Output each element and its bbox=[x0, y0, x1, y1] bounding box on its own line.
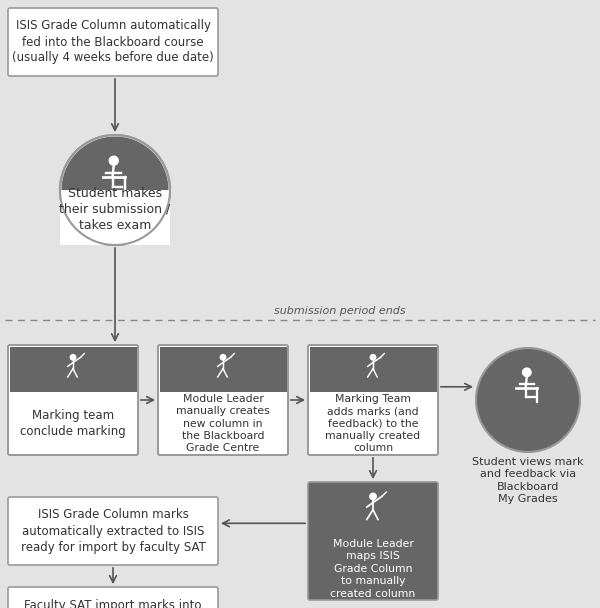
Circle shape bbox=[220, 354, 226, 360]
FancyBboxPatch shape bbox=[308, 345, 438, 455]
Circle shape bbox=[370, 493, 376, 500]
Bar bbox=[160, 347, 287, 392]
Text: ISIS Grade Column marks
automatically extracted to ISIS
ready for import by facu: ISIS Grade Column marks automatically ex… bbox=[20, 508, 205, 553]
FancyBboxPatch shape bbox=[8, 8, 218, 76]
Text: Marking Team
adds marks (and
feedback) to the
manually created
column: Marking Team adds marks (and feedback) t… bbox=[325, 394, 421, 454]
Circle shape bbox=[109, 156, 118, 165]
Bar bbox=[10, 347, 137, 392]
Circle shape bbox=[70, 354, 76, 360]
Circle shape bbox=[370, 354, 376, 360]
Bar bbox=[60, 190, 170, 245]
Circle shape bbox=[62, 137, 169, 243]
Circle shape bbox=[476, 348, 580, 452]
FancyBboxPatch shape bbox=[308, 482, 438, 600]
Text: Module Leader
manually creates
new column in
the Blackboard
Grade Centre: Module Leader manually creates new colum… bbox=[176, 394, 270, 454]
FancyBboxPatch shape bbox=[8, 345, 138, 455]
Text: ISIS Grade Column automatically
fed into the Blackboard course
(usually 4 weeks : ISIS Grade Column automatically fed into… bbox=[12, 19, 214, 64]
Bar bbox=[310, 347, 437, 392]
Text: Student views mark
and feedback via
Blackboard
My Grades: Student views mark and feedback via Blac… bbox=[472, 457, 584, 504]
Text: Module Leader
maps ISIS
Grade Column
to manually
created column: Module Leader maps ISIS Grade Column to … bbox=[331, 539, 416, 598]
Text: Student makes
their submission /
takes exam: Student makes their submission / takes e… bbox=[59, 187, 170, 232]
Circle shape bbox=[523, 368, 531, 376]
Text: Faculty SAT import marks into
ISIS and release to myUWE
within 24 / 36 hours: Faculty SAT import marks into ISIS and r… bbox=[24, 598, 202, 608]
Circle shape bbox=[60, 135, 170, 245]
FancyBboxPatch shape bbox=[158, 345, 288, 455]
Text: submission period ends: submission period ends bbox=[274, 306, 406, 316]
FancyBboxPatch shape bbox=[8, 587, 218, 608]
Text: Marking team
conclude marking: Marking team conclude marking bbox=[20, 409, 126, 438]
FancyBboxPatch shape bbox=[8, 497, 218, 565]
